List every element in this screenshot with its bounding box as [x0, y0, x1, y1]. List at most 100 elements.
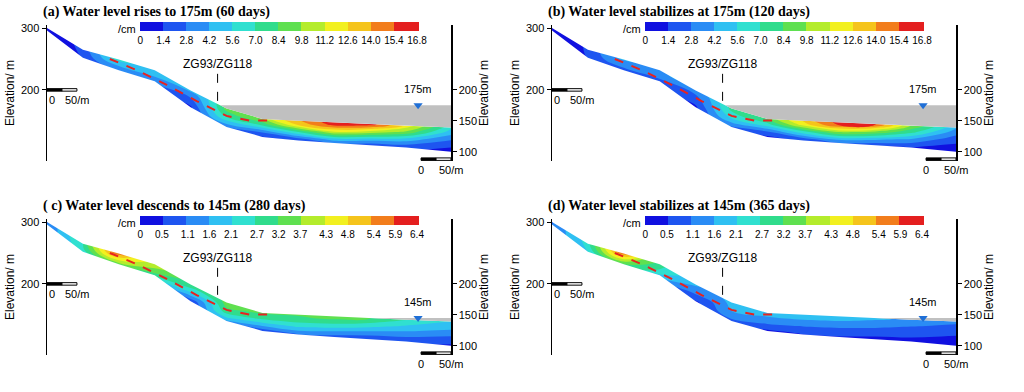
svg-text:50/m: 50/m	[944, 358, 968, 370]
svg-text:200: 200	[526, 84, 544, 96]
svg-text:Elevation/ m: Elevation/ m	[3, 60, 17, 126]
svg-text:( c) Water level descends to 1: ( c) Water level descends to 145m (280 d…	[43, 198, 306, 214]
svg-text:1.4: 1.4	[156, 35, 170, 46]
svg-text:0: 0	[554, 94, 560, 106]
svg-text:100: 100	[459, 340, 477, 352]
svg-text:100: 100	[459, 146, 477, 158]
svg-text:0: 0	[137, 35, 143, 46]
svg-text:1.1: 1.1	[686, 229, 700, 240]
svg-text:6.4: 6.4	[410, 229, 424, 240]
svg-text:Elevation/ m: Elevation/ m	[3, 254, 17, 320]
svg-text:175m: 175m	[404, 83, 432, 95]
svg-text:2.8: 2.8	[684, 35, 698, 46]
svg-text:11.2: 11.2	[315, 35, 334, 46]
svg-text:4.8: 4.8	[846, 229, 860, 240]
svg-text:300: 300	[526, 22, 544, 34]
svg-text:2.7: 2.7	[755, 229, 769, 240]
svg-text:/cm: /cm	[118, 23, 136, 35]
svg-text:ZG93/ZG118: ZG93/ZG118	[183, 57, 252, 71]
svg-text:7.0: 7.0	[754, 35, 768, 46]
svg-text:(b) Water level stabilizes at: (b) Water level stabilizes at 175m (120 …	[548, 4, 810, 20]
svg-text:0: 0	[642, 35, 648, 46]
svg-text:0: 0	[418, 358, 424, 370]
svg-text:Elevation/ m: Elevation/ m	[982, 60, 996, 126]
svg-text:6.4: 6.4	[915, 229, 929, 240]
svg-text:8.4: 8.4	[272, 35, 286, 46]
svg-text:2.7: 2.7	[250, 229, 264, 240]
svg-text:200: 200	[459, 84, 477, 96]
svg-text:ZG93/ZG118: ZG93/ZG118	[183, 251, 252, 265]
svg-text:ZG93/ZG118: ZG93/ZG118	[688, 251, 757, 265]
svg-text:0: 0	[923, 164, 929, 176]
svg-text:/cm: /cm	[623, 217, 641, 229]
svg-text:12.6: 12.6	[843, 35, 863, 46]
svg-text:16.8: 16.8	[912, 35, 932, 46]
svg-text:16.8: 16.8	[407, 35, 427, 46]
svg-text:11.2: 11.2	[820, 35, 839, 46]
svg-text:300: 300	[21, 216, 39, 228]
svg-text:3.2: 3.2	[272, 229, 286, 240]
svg-text:0.5: 0.5	[155, 229, 169, 240]
svg-text:100: 100	[964, 146, 982, 158]
svg-text:3.7: 3.7	[798, 229, 812, 240]
svg-text:12.6: 12.6	[338, 35, 358, 46]
svg-text:0.5: 0.5	[660, 229, 674, 240]
svg-text:50/m: 50/m	[65, 288, 89, 300]
svg-text:9.8: 9.8	[800, 35, 814, 46]
svg-text:8.4: 8.4	[777, 35, 791, 46]
svg-text:1.4: 1.4	[661, 35, 675, 46]
svg-text:/cm: /cm	[623, 23, 641, 35]
svg-text:7.0: 7.0	[249, 35, 263, 46]
svg-text:/cm: /cm	[118, 217, 136, 229]
svg-text:200: 200	[964, 84, 982, 96]
svg-text:50/m: 50/m	[570, 94, 594, 106]
svg-text:150: 150	[459, 309, 477, 321]
svg-text:0: 0	[137, 229, 143, 240]
svg-text:0: 0	[642, 229, 648, 240]
svg-text:145m: 145m	[909, 296, 937, 308]
svg-text:50/m: 50/m	[65, 94, 89, 106]
svg-text:1.1: 1.1	[181, 229, 195, 240]
svg-text:100: 100	[964, 340, 982, 352]
svg-text:5.9: 5.9	[893, 229, 907, 240]
svg-text:14.0: 14.0	[361, 35, 381, 46]
svg-text:50/m: 50/m	[439, 164, 463, 176]
svg-text:5.6: 5.6	[731, 35, 745, 46]
svg-text:0: 0	[49, 288, 55, 300]
svg-text:ZG93/ZG118: ZG93/ZG118	[688, 57, 757, 71]
svg-text:(d) Water level stabilizes at: (d) Water level stabilizes at 145m (365 …	[548, 198, 810, 214]
svg-text:Elevation/ m: Elevation/ m	[477, 254, 491, 320]
svg-text:1.6: 1.6	[202, 229, 216, 240]
svg-text:50/m: 50/m	[944, 164, 968, 176]
svg-text:Elevation/ m: Elevation/ m	[477, 60, 491, 126]
svg-text:50/m: 50/m	[439, 358, 463, 370]
svg-text:4.3: 4.3	[319, 229, 333, 240]
svg-text:5.4: 5.4	[872, 229, 886, 240]
svg-text:200: 200	[526, 278, 544, 290]
svg-text:5.6: 5.6	[226, 35, 240, 46]
svg-text:14.0: 14.0	[866, 35, 886, 46]
svg-text:0: 0	[418, 164, 424, 176]
svg-text:2.1: 2.1	[224, 229, 238, 240]
svg-text:0: 0	[49, 94, 55, 106]
svg-text:15.4: 15.4	[384, 35, 404, 46]
svg-text:150: 150	[964, 309, 982, 321]
svg-text:Elevation/ m: Elevation/ m	[508, 60, 522, 126]
svg-text:200: 200	[21, 84, 39, 96]
svg-text:2.8: 2.8	[179, 35, 193, 46]
svg-text:4.2: 4.2	[202, 35, 216, 46]
svg-text:200: 200	[964, 278, 982, 290]
svg-text:50/m: 50/m	[570, 288, 594, 300]
svg-text:150: 150	[964, 115, 982, 127]
svg-text:15.4: 15.4	[889, 35, 909, 46]
svg-text:3.7: 3.7	[293, 229, 307, 240]
svg-text:4.8: 4.8	[341, 229, 355, 240]
svg-text:5.4: 5.4	[367, 229, 381, 240]
svg-text:150: 150	[459, 115, 477, 127]
svg-text:Elevation/ m: Elevation/ m	[982, 254, 996, 320]
svg-text:145m: 145m	[404, 296, 432, 308]
svg-text:5.9: 5.9	[388, 229, 402, 240]
svg-text:4.2: 4.2	[707, 35, 721, 46]
svg-text:4.3: 4.3	[824, 229, 838, 240]
svg-text:200: 200	[21, 278, 39, 290]
